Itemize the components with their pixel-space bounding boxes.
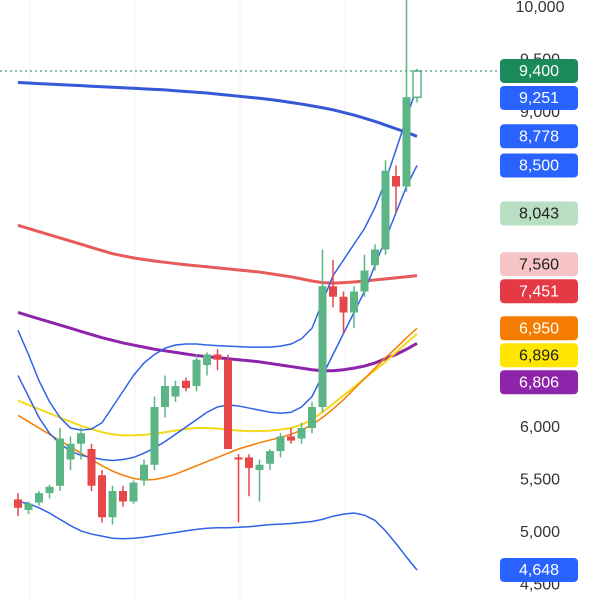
price-tag-label: 6,896 xyxy=(519,347,559,364)
price-tag-label: 8,043 xyxy=(519,206,559,223)
y-tick-label: 6,000 xyxy=(520,419,560,436)
candle-body xyxy=(87,449,96,486)
candle-body xyxy=(35,493,43,503)
candle-body xyxy=(24,503,33,510)
indicator-line xyxy=(17,86,418,431)
price-tag xyxy=(500,201,578,226)
candle-body xyxy=(412,70,422,98)
candle-body xyxy=(192,359,201,386)
candle-body xyxy=(350,291,358,313)
price-tag-label: 6,806 xyxy=(519,374,559,391)
candle-body xyxy=(108,491,117,518)
price-tag xyxy=(500,85,578,110)
price-tag xyxy=(500,153,578,178)
indicator-line xyxy=(17,81,418,138)
indicator-line xyxy=(17,165,418,462)
candle-body xyxy=(129,482,138,502)
candle-body xyxy=(213,354,222,360)
indicator-line xyxy=(17,500,418,571)
candle-body xyxy=(66,443,75,460)
price-tag-label: 7,560 xyxy=(519,256,559,273)
price-tag-label: 7,451 xyxy=(519,283,559,300)
candle-body xyxy=(45,486,54,494)
price-tag-label: 6,950 xyxy=(519,320,559,337)
candle-body xyxy=(234,457,243,460)
candle-body xyxy=(77,433,85,444)
y-tick-label: 5,500 xyxy=(520,472,560,489)
price-tag xyxy=(500,252,578,277)
candle-body xyxy=(245,457,253,468)
price-tag-label: 8,778 xyxy=(519,129,559,146)
candle-body xyxy=(56,438,64,486)
candle-body xyxy=(98,475,106,518)
price-tag xyxy=(500,124,578,149)
candle-body xyxy=(171,385,180,397)
candle-body xyxy=(402,97,411,187)
candle-body xyxy=(224,359,232,450)
candle-body xyxy=(297,428,306,439)
price-tag xyxy=(500,316,578,341)
y-tick-label: 5,000 xyxy=(520,524,560,541)
candle-body xyxy=(329,286,337,297)
candle-body xyxy=(182,380,190,389)
candle-body xyxy=(381,170,390,250)
candle-body xyxy=(371,249,379,266)
indicator-line xyxy=(17,333,418,437)
candle-body xyxy=(140,464,148,481)
price-tag-label: 8,500 xyxy=(519,158,559,175)
candle-body xyxy=(392,175,400,187)
candle-body xyxy=(318,286,327,408)
candle-body xyxy=(150,407,159,465)
price-tag xyxy=(500,343,578,368)
candle-body xyxy=(14,499,22,508)
price-tag xyxy=(500,58,578,83)
candle-body xyxy=(276,436,285,452)
price-tag-label: 9,251 xyxy=(519,90,559,107)
candle-body xyxy=(360,270,369,292)
y-tick-label: 10,000 xyxy=(516,0,565,16)
candle-body xyxy=(287,436,295,441)
price-tag xyxy=(500,279,578,304)
price-tag-label: 4,648 xyxy=(519,562,559,579)
candle-body xyxy=(255,464,264,471)
candle-body xyxy=(339,296,348,313)
price-tag xyxy=(500,557,578,582)
candle-body xyxy=(308,407,316,429)
candle-body xyxy=(119,491,127,502)
candle-body xyxy=(161,385,169,408)
candle-body xyxy=(203,354,211,365)
candle-body xyxy=(266,451,274,464)
price-tag-label: 9,400 xyxy=(519,63,559,80)
price-tag xyxy=(500,370,578,395)
indicator-line xyxy=(17,223,418,285)
